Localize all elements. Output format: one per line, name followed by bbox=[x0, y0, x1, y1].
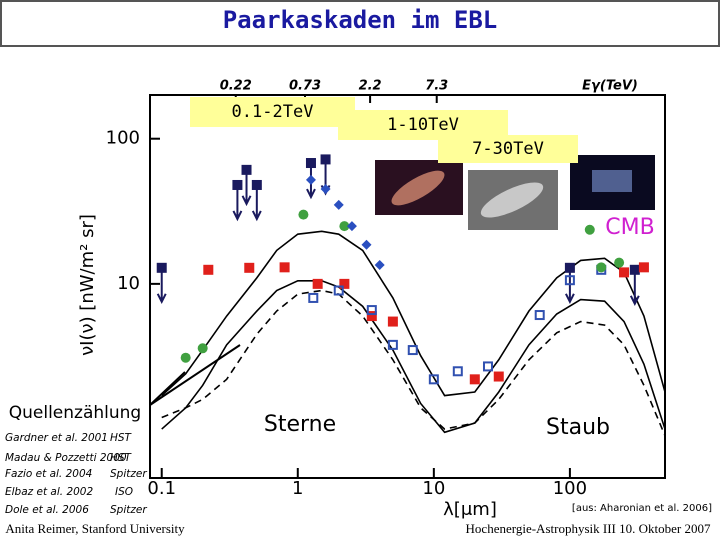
energy-band-label: 7-30TeV bbox=[472, 139, 544, 159]
data-point bbox=[629, 264, 640, 275]
footer-left: Anita Reimer, Stanford University bbox=[5, 521, 185, 536]
data-point bbox=[584, 224, 595, 235]
data-point bbox=[534, 310, 545, 321]
x-axis-label: λ[μm] bbox=[443, 499, 497, 520]
annotation: Quellenzählung bbox=[9, 403, 141, 423]
data-point bbox=[407, 345, 418, 356]
upper-limit-arrow bbox=[629, 269, 640, 307]
data-point bbox=[279, 262, 290, 273]
data-point bbox=[387, 316, 398, 327]
reference-instrument: HST bbox=[110, 432, 133, 444]
data-point bbox=[387, 339, 398, 350]
reference-instrument: Spitzer bbox=[110, 504, 147, 516]
energy-band-box bbox=[190, 97, 355, 127]
annotation: CMB bbox=[605, 215, 654, 240]
data-point bbox=[251, 179, 262, 190]
data-point bbox=[241, 164, 252, 175]
data-point bbox=[619, 267, 630, 278]
data-point bbox=[339, 278, 350, 289]
data-point bbox=[493, 371, 504, 382]
data-point bbox=[333, 199, 344, 210]
upper-limit-arrow bbox=[156, 267, 167, 305]
data-point bbox=[596, 262, 607, 273]
model-curve bbox=[161, 230, 665, 397]
model-curve bbox=[161, 289, 665, 436]
slide-title: Paarkaskaden im EBL bbox=[223, 6, 498, 34]
data-point bbox=[366, 305, 377, 316]
data-point bbox=[305, 158, 316, 169]
data-point bbox=[614, 257, 625, 268]
annotation: Staub bbox=[546, 415, 610, 440]
annotation: Sterne bbox=[264, 412, 336, 437]
reference-instrument: ISO bbox=[115, 486, 133, 498]
reference-instrument: Spitzer bbox=[110, 468, 147, 480]
plot-frame bbox=[149, 94, 666, 479]
energy-band-label: 0.1-2TeV bbox=[232, 102, 314, 122]
y-tick-label: 100 bbox=[106, 128, 140, 149]
x-tick-label: 100 bbox=[553, 478, 587, 499]
pointer-arrow bbox=[149, 371, 186, 406]
data-point bbox=[180, 352, 191, 363]
telescope-icon bbox=[391, 170, 445, 206]
telescope-icon bbox=[480, 182, 544, 218]
x2-axis-label: Eγ(TeV) bbox=[582, 79, 638, 94]
reference-authors: Madau & Pozzetti 2000 bbox=[5, 452, 127, 464]
data-point bbox=[312, 278, 323, 289]
y-axis-label: νI(ν) [nW/m² sr] bbox=[77, 214, 98, 356]
x2-tick-label: 2.2 bbox=[359, 79, 382, 94]
data-point bbox=[428, 374, 439, 385]
energy-band-label: 1-10TeV bbox=[387, 115, 459, 135]
data-point bbox=[298, 209, 309, 220]
data-point bbox=[346, 221, 357, 232]
footer-right: Hochenergie-Astrophysik III 10. Oktober … bbox=[466, 521, 711, 536]
reference-authors: Gardner et al. 2001 bbox=[5, 432, 108, 444]
upper-limit-arrow bbox=[241, 169, 252, 207]
reference-authors: Dole et al. 2006 bbox=[5, 504, 89, 516]
data-point bbox=[232, 179, 243, 190]
data-point bbox=[482, 361, 493, 372]
data-point bbox=[361, 239, 372, 250]
x-tick-label: 1 bbox=[292, 478, 303, 499]
source-note: [aus: Aharonian et al. 2006] bbox=[572, 503, 712, 514]
data-point bbox=[564, 262, 575, 273]
data-point bbox=[638, 262, 649, 273]
upper-limit-arrow bbox=[232, 184, 243, 222]
pointer-arrow bbox=[149, 344, 241, 406]
y-tick-label: 10 bbox=[117, 273, 140, 294]
x2-tick-label: 0.73 bbox=[289, 79, 321, 94]
data-point bbox=[203, 264, 214, 275]
x2-tick-label: 7.3 bbox=[425, 79, 448, 94]
data-point bbox=[320, 154, 331, 165]
satellite-icon bbox=[592, 170, 632, 192]
data-point bbox=[244, 262, 255, 273]
data-point bbox=[333, 285, 344, 296]
data-point bbox=[469, 374, 480, 385]
reference-instrument: HST bbox=[110, 452, 133, 464]
data-point bbox=[308, 292, 319, 303]
data-point bbox=[197, 343, 208, 354]
data-point bbox=[564, 275, 575, 286]
data-point bbox=[374, 259, 385, 270]
model-curve bbox=[161, 279, 665, 434]
title-box bbox=[0, 0, 720, 47]
data-point bbox=[366, 311, 377, 322]
data-point bbox=[156, 262, 167, 273]
data-point bbox=[339, 221, 350, 232]
x-tick-label: 10 bbox=[422, 478, 445, 499]
data-point bbox=[452, 366, 463, 377]
reference-authors: Elbaz et al. 2002 bbox=[5, 486, 93, 498]
x-tick-label: 0.1 bbox=[147, 478, 176, 499]
reference-authors: Fazio et al. 2004 bbox=[5, 468, 92, 480]
data-point bbox=[305, 174, 316, 185]
data-point bbox=[320, 184, 331, 195]
energy-band-box bbox=[438, 135, 578, 163]
x2-tick-label: 0.22 bbox=[220, 79, 252, 94]
upper-limit-arrow bbox=[251, 184, 262, 222]
